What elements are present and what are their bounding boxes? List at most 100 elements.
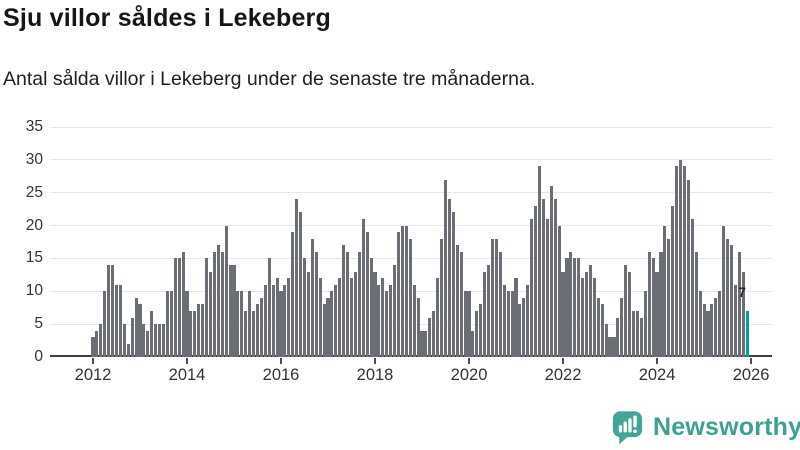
bar <box>428 317 432 357</box>
bar <box>122 324 126 357</box>
bar <box>733 284 737 357</box>
bar <box>416 297 420 357</box>
bar <box>361 219 365 357</box>
bar <box>130 317 134 357</box>
x-tick-label-2012: 2012 <box>74 366 112 384</box>
bar <box>318 278 322 357</box>
bar <box>667 238 671 357</box>
bar <box>675 166 679 357</box>
x-tick-mark-2026 <box>750 358 753 364</box>
bar <box>134 297 138 357</box>
bar <box>479 304 483 357</box>
bar <box>208 271 213 357</box>
bar <box>643 291 647 357</box>
bar <box>518 304 522 357</box>
bar <box>365 232 369 357</box>
bar <box>275 278 279 357</box>
bar <box>604 324 608 357</box>
bar <box>522 297 526 357</box>
bar <box>150 311 154 357</box>
bar <box>690 219 694 357</box>
bar <box>400 225 404 357</box>
bar <box>545 219 549 357</box>
bar <box>111 265 115 357</box>
y-tick-label-0: 0 <box>34 348 43 365</box>
bar <box>663 225 667 357</box>
bar <box>451 212 455 357</box>
x-tick-label-2014: 2014 <box>168 366 206 384</box>
bar <box>436 278 440 357</box>
bar <box>635 311 639 357</box>
bar <box>201 304 205 357</box>
bar <box>216 245 220 357</box>
bar <box>126 343 130 357</box>
bar <box>95 330 99 357</box>
bar <box>232 265 236 357</box>
bar <box>295 199 299 357</box>
bar <box>142 324 146 357</box>
bar <box>549 186 553 357</box>
bar <box>702 304 706 357</box>
newsworthy-logo-icon <box>612 411 643 445</box>
bar <box>271 284 275 357</box>
bar <box>608 337 612 357</box>
bar <box>471 330 475 357</box>
y-tick-label-5: 5 <box>34 315 43 333</box>
bar <box>651 258 655 357</box>
bar <box>698 291 702 357</box>
bar <box>193 311 197 357</box>
bar <box>447 199 451 357</box>
x-tick-mark-2012 <box>92 358 94 364</box>
bar <box>330 291 334 357</box>
chart-title: Sju villor såldes i Lekeberg <box>3 4 331 32</box>
bar <box>404 225 408 357</box>
bar <box>459 251 463 357</box>
bar <box>541 199 545 357</box>
y-tick-label-35: 35 <box>25 118 43 135</box>
bar <box>236 291 240 357</box>
bar <box>592 278 596 357</box>
bar <box>694 251 698 357</box>
bar <box>412 284 416 357</box>
bar <box>569 251 573 357</box>
bar <box>483 271 487 357</box>
bar <box>177 258 181 357</box>
bar <box>373 271 377 357</box>
bar <box>612 337 616 357</box>
bar <box>240 291 244 357</box>
bar <box>596 297 600 357</box>
bar <box>114 284 119 357</box>
bar <box>463 291 467 357</box>
bar <box>161 324 166 357</box>
newsworthy-logo-text: Newsworthy <box>653 412 800 441</box>
bar <box>279 291 283 357</box>
bar <box>502 284 506 357</box>
bar <box>443 179 448 357</box>
bar <box>310 238 314 357</box>
bar <box>107 265 111 357</box>
x-tick-mark-2014 <box>186 358 188 364</box>
bar <box>726 238 730 357</box>
bar <box>581 278 585 357</box>
bar <box>228 265 232 357</box>
bar <box>557 225 561 357</box>
bar <box>346 251 350 357</box>
bar <box>291 232 295 357</box>
x-tick-mark-2018 <box>374 358 377 364</box>
bar <box>616 317 620 357</box>
bar <box>588 265 592 357</box>
bar <box>561 271 565 357</box>
bar <box>526 284 530 357</box>
bar <box>338 278 342 357</box>
bar <box>490 238 495 357</box>
bar <box>440 238 444 357</box>
bar <box>302 258 307 357</box>
branding: Newsworthy <box>611 409 800 445</box>
bar <box>514 278 518 357</box>
bar <box>224 225 228 357</box>
bar <box>118 284 122 357</box>
gridline-30 <box>50 159 772 161</box>
chart-subtitle: Antal sålda villor i Lekeberg under de s… <box>3 68 536 90</box>
bar <box>173 258 177 357</box>
